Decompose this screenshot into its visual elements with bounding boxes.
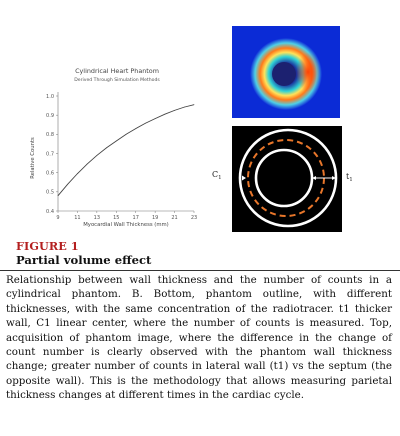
data-point: [86, 163, 88, 165]
data-point: [125, 133, 127, 135]
x-tick-label: 11: [74, 215, 80, 221]
figure-title: Partial volume effect: [16, 253, 152, 267]
label-t1: t1: [346, 172, 353, 183]
center-marker-arrow: [242, 175, 246, 181]
outline-background: [232, 126, 342, 232]
x-tick-label: 15: [113, 215, 119, 221]
data-point: [77, 173, 78, 174]
y-tick-label: 0.9: [46, 113, 54, 119]
label-t1-main: t: [346, 172, 350, 181]
phantom-outline-diagram: C1 t1: [212, 126, 353, 232]
data-point: [174, 110, 175, 111]
data-point: [67, 183, 69, 185]
x-tick-label: 19: [152, 215, 158, 221]
chart-series: [57, 104, 195, 197]
wall-thickness-arrow: [312, 176, 336, 180]
data-point: [115, 140, 117, 142]
label-c1-subscript: 1: [218, 175, 222, 181]
chart-title: Cylindrical Heart Phantom: [75, 67, 159, 75]
data-point: [164, 113, 166, 115]
caption-divider: [0, 270, 400, 271]
figure-label: FIGURE 1: [16, 239, 79, 253]
y-tick-label: 0.7: [46, 151, 54, 157]
label-c1-main: C: [212, 170, 218, 179]
figure-panel: Cylindrical Heart Phantom Derived Throug…: [30, 26, 353, 232]
data-point: [57, 195, 59, 197]
data-point: [145, 122, 146, 124]
x-tick-label: 17: [133, 215, 139, 221]
label-c1: C1: [212, 170, 222, 181]
data-point: [154, 118, 156, 119]
data-point: [193, 104, 195, 105]
series-line: [57, 104, 195, 196]
chart-x-ticks: 9 11 13 15 17 19 21 23: [56, 211, 197, 221]
y-tick-label: 0.6: [46, 170, 54, 176]
y-tick-label: 1.0: [46, 94, 54, 100]
chart-y-axis-label: Relative Counts: [30, 137, 36, 179]
y-tick-label: 0.4: [46, 209, 54, 215]
chart-x-axis-label: Myocardial Wall Thickness (mm): [83, 222, 169, 228]
data-point: [135, 128, 137, 129]
x-tick-label: 13: [94, 215, 100, 221]
label-t1-subscript: 1: [349, 177, 353, 183]
y-tick-label: 0.8: [46, 132, 54, 138]
chart-y-ticks: 0.4 0.5 0.6 0.7 0.8 0.9 1.0: [46, 94, 58, 215]
x-tick-label: 23: [191, 215, 197, 221]
data-point: [106, 147, 107, 149]
chart-subtitle: Derived Through Simulation Methods: [74, 77, 160, 83]
chart-axes: [57, 92, 194, 212]
x-tick-label: 21: [171, 215, 177, 221]
phantom-scan-image: [232, 26, 340, 118]
data-point: [183, 106, 185, 108]
figure-caption: Relationship between wall thickness and …: [6, 274, 392, 402]
partial-volume-chart: Cylindrical Heart Phantom Derived Throug…: [30, 67, 197, 228]
x-tick-label: 9: [56, 215, 59, 221]
data-point: [96, 155, 98, 156]
y-tick-label: 0.5: [46, 190, 54, 196]
